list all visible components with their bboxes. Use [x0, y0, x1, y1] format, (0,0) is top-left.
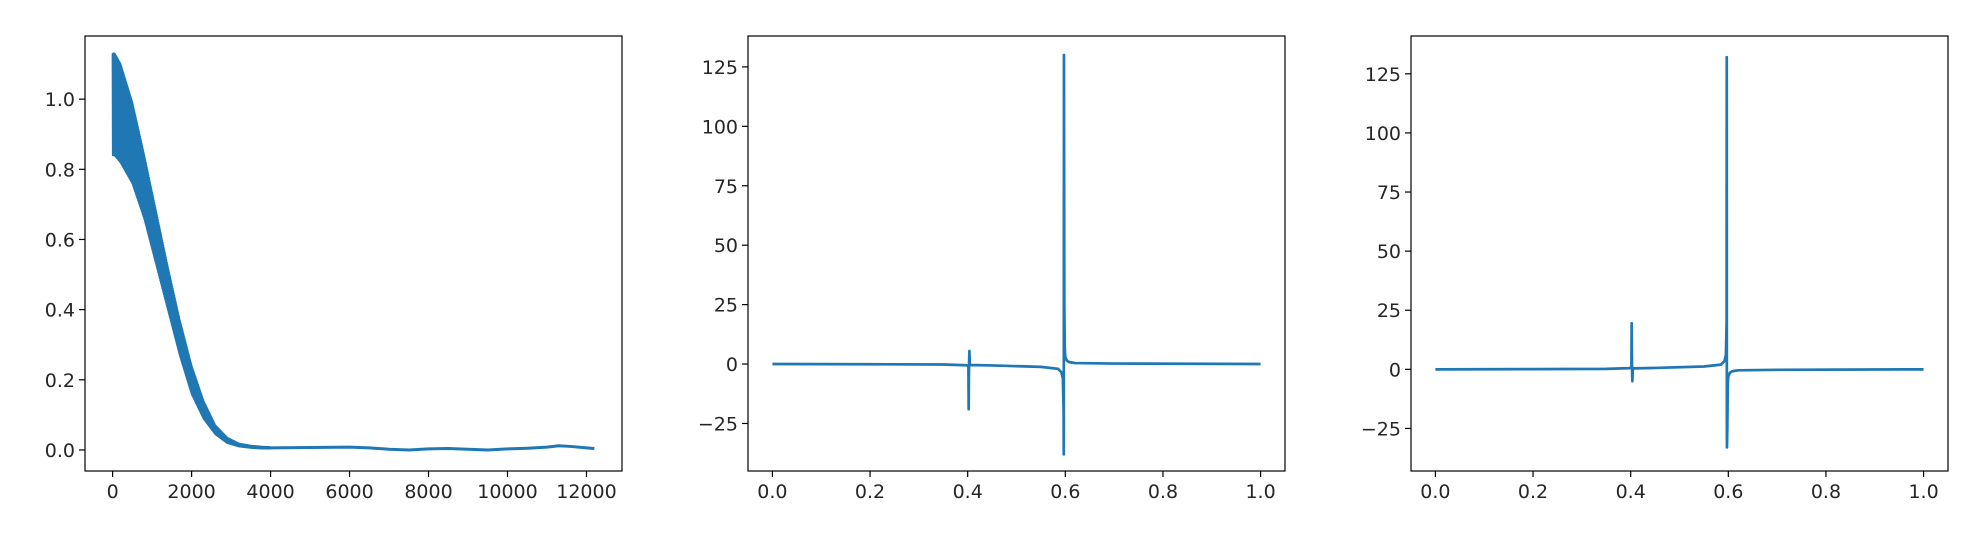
x-tick-label: 0.2 — [1518, 481, 1548, 503]
x-tick-label: 8000 — [404, 481, 452, 503]
x-tick-label: 0.0 — [757, 481, 787, 503]
axes-frame — [84, 35, 623, 472]
x-tick-label: 10000 — [477, 481, 537, 503]
y-tick-label: 100 — [1365, 123, 1401, 145]
y-tick-label: 50 — [714, 235, 738, 257]
x-tick-label: 2000 — [167, 481, 215, 503]
x-tick-label: 4000 — [246, 481, 294, 503]
y-tick-label: −25 — [698, 413, 738, 435]
y-tick-label: 0.0 — [45, 440, 75, 462]
x-tick-label: 0.0 — [1420, 481, 1450, 503]
x-tick-label: 1.0 — [1908, 481, 1938, 503]
y-tick-label: 0.4 — [45, 300, 75, 322]
plot-area — [772, 53, 1261, 456]
y-tick-label: 1.0 — [45, 89, 75, 111]
y-tick-label: 50 — [1377, 241, 1401, 263]
y-tick-label: 75 — [714, 176, 738, 198]
x-tick-label: 1.0 — [1245, 481, 1275, 503]
x-tick-label: 0.8 — [1148, 481, 1178, 503]
y-tick-label: 100 — [702, 116, 738, 138]
x-tick-label: 0.6 — [1050, 481, 1080, 503]
axes-frame — [1410, 35, 1949, 472]
y-tick-label: 125 — [702, 57, 738, 79]
subplot-2: 0.0 0.2 0.4 0.6 0.8 1.0 −25 0 25 50 75 100 125 — [698, 35, 1286, 503]
y-tick-label: 0 — [1389, 359, 1401, 381]
series-line-tail — [270, 444, 595, 452]
series-line-band — [111, 52, 272, 450]
x-tick-label: 0.2 — [855, 481, 885, 503]
x-tick-label: 0.6 — [1713, 481, 1743, 503]
series-line-1 — [1435, 55, 1924, 449]
plot-area — [1435, 55, 1924, 449]
x-tick-label: 0 — [107, 481, 119, 503]
x-tick-label: 0.4 — [953, 481, 983, 503]
subplot-1: 0 2000 4000 6000 8000 10000 12000 0.0 0.2 0.4 0.6 0… — [45, 35, 623, 503]
x-tick-label: 0.8 — [1811, 481, 1841, 503]
x-tick-label: 0.4 — [1616, 481, 1646, 503]
plot-area — [111, 52, 595, 452]
axes-frame — [747, 35, 1286, 472]
y-tick-label: 0.6 — [45, 229, 75, 251]
y-tick-label: −25 — [1361, 418, 1401, 440]
y-tick-label: 25 — [1377, 300, 1401, 322]
y-tick-label: 125 — [1365, 64, 1401, 86]
y-tick-label: 25 — [714, 295, 738, 317]
series-line-1 — [772, 53, 1261, 456]
subplot-3: 0.0 0.2 0.4 0.6 0.8 1.0 −25 0 25 50 75 100 125 — [1361, 35, 1949, 503]
y-tick-label: 0 — [726, 354, 738, 376]
x-tick-label: 6000 — [325, 481, 373, 503]
x-tick-label: 12000 — [556, 481, 616, 503]
y-tick-label: 0.2 — [45, 370, 75, 392]
y-tick-label: 0.8 — [45, 159, 75, 181]
y-tick-label: 75 — [1377, 182, 1401, 204]
